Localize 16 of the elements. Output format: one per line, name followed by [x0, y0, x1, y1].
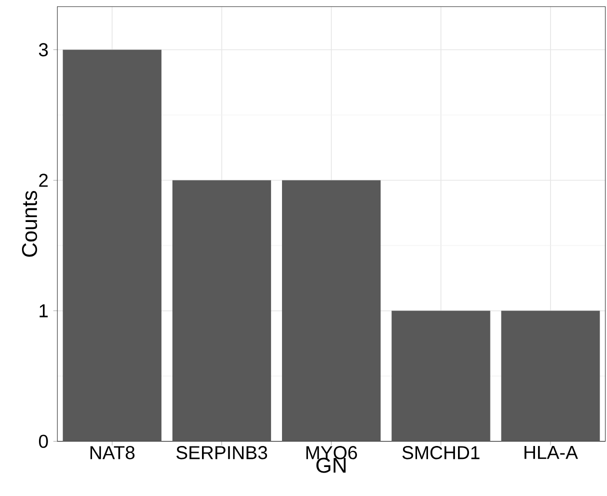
y-tick-label: 2	[39, 174, 48, 187]
y-tick-label: 1	[40, 304, 48, 318]
bar	[501, 310, 600, 442]
x-tick-label: MYO6	[306, 446, 357, 460]
y-axis-title: Counts	[22, 190, 38, 257]
x-tick-label: HLA-A	[524, 446, 578, 459]
bar	[392, 310, 490, 442]
bar	[62, 50, 162, 442]
bar	[172, 180, 272, 442]
x-tick-label: SERPINB3	[176, 446, 268, 460]
x-axis-title: GN	[316, 458, 346, 473]
y-tick-label: 0	[38, 434, 48, 448]
bar	[282, 180, 381, 442]
y-tick-label: 3	[38, 43, 48, 56]
x-tick-label: SMCHD1	[402, 446, 480, 460]
x-tick-label: NAT8	[90, 446, 135, 460]
